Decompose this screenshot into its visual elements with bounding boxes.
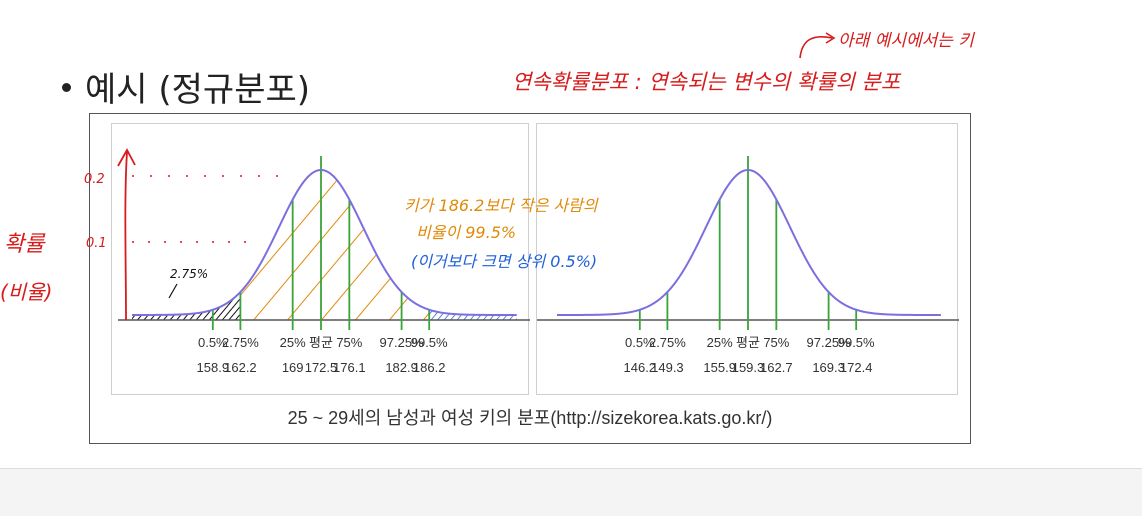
percentile-value-2: 169 [282, 360, 304, 375]
percentile-label-1: 2.75% [222, 335, 259, 350]
hatch-region-below-99-5 [240, 170, 430, 320]
percentile-label-4: 75% [336, 335, 362, 350]
y-axis-subtitle: (비율) [0, 280, 53, 304]
figure-frame: 0.5% 158.9 2.75% 162.2 25% 169 평균 172.5 75% 176.1… [89, 113, 971, 444]
definition-note: 연속확률분포 : 연속되는 변수의 확률의 분포 [512, 70, 901, 94]
percentile-label-6: 99.5% [411, 335, 448, 350]
percentile-value-5: 169.3 [812, 360, 845, 375]
percentile-label-1: 2.75% [649, 335, 686, 350]
percentile-label-0: 0.5% [625, 335, 655, 350]
figure-caption: 25 ~ 29세의 남성과 여성 키의 분포(http://sizekorea.… [287, 408, 773, 428]
percentile-value-0: 158.9 [197, 360, 230, 375]
percentile-label-4: 75% [763, 335, 789, 350]
chart-male-svg: 0.5% 158.9 2.75% 162.2 25% 169 평균 172.5 75% 176.1… [118, 156, 530, 375]
chart-female-svg: 0.5% 146.2 2.75% 149.3 25% 155.9평균 159.3 75% 162… [537, 156, 959, 375]
percentile-value-3: 159.3 [732, 360, 765, 375]
y-tick-02: 0.2 [84, 172, 105, 187]
percentile-label-3: 평균 [309, 335, 333, 350]
percentile-value-6: 172.4 [840, 360, 873, 375]
arrow-note: 아래 예시에서는 키 [838, 31, 974, 51]
small-area-label: 2.75% [170, 267, 209, 281]
y-axis-title: 확률 [4, 232, 45, 257]
bullet-dot [62, 83, 71, 92]
percentile-value-1: 149.3 [651, 360, 684, 375]
blue-note: (이거보다 크면 상위 0.5%) [411, 252, 598, 271]
percentile-label-2: 25% [707, 335, 733, 350]
percentile-label-3: 평균 [736, 335, 760, 350]
bullet-item: 예시 (정규분포) [62, 62, 310, 111]
orange-note-line2: 비율이 99.5% [416, 223, 517, 242]
percentile-value-3: 172.5 [305, 360, 338, 375]
chart-panel-female: 0.5% 146.2 2.75% 149.3 25% 155.9 평균 159.3 75% 162… [536, 123, 959, 395]
percentile-label-2: 25% [280, 335, 306, 350]
percentile-value-2: 155.9 [703, 360, 736, 375]
y-tick-01: 0.1 [86, 236, 107, 251]
chart-panel-male: 0.5% 158.9 2.75% 162.2 25% 169 평균 172.5 75% 176.1… [111, 123, 530, 395]
percentile-label-5: 97.25% [380, 335, 425, 350]
percentile-label-0: 0.5% [198, 335, 228, 350]
percentile-label-6: 99.5% [838, 335, 875, 350]
slide-bottom-band [0, 468, 1142, 516]
density-curve [556, 168, 941, 316]
percentile-value-4: 176.1 [333, 360, 366, 375]
percentile-value-0: 146.2 [624, 360, 657, 375]
percentile-value-6: 186.2 [413, 360, 446, 375]
density-curve [132, 168, 517, 316]
arrow-head [825, 32, 836, 44]
bullet-text: 예시 (정규분포) [85, 70, 311, 110]
percentile-label-5: 97.25% [807, 335, 852, 350]
curved-arrow [799, 36, 833, 59]
percentile-value-4: 162.7 [760, 360, 793, 375]
percentile-value-5: 182.9 [385, 360, 418, 375]
percentile-value-1: 162.2 [224, 360, 257, 375]
orange-note-line1: 키가 186.2보다 작은 사람의 [404, 196, 598, 215]
